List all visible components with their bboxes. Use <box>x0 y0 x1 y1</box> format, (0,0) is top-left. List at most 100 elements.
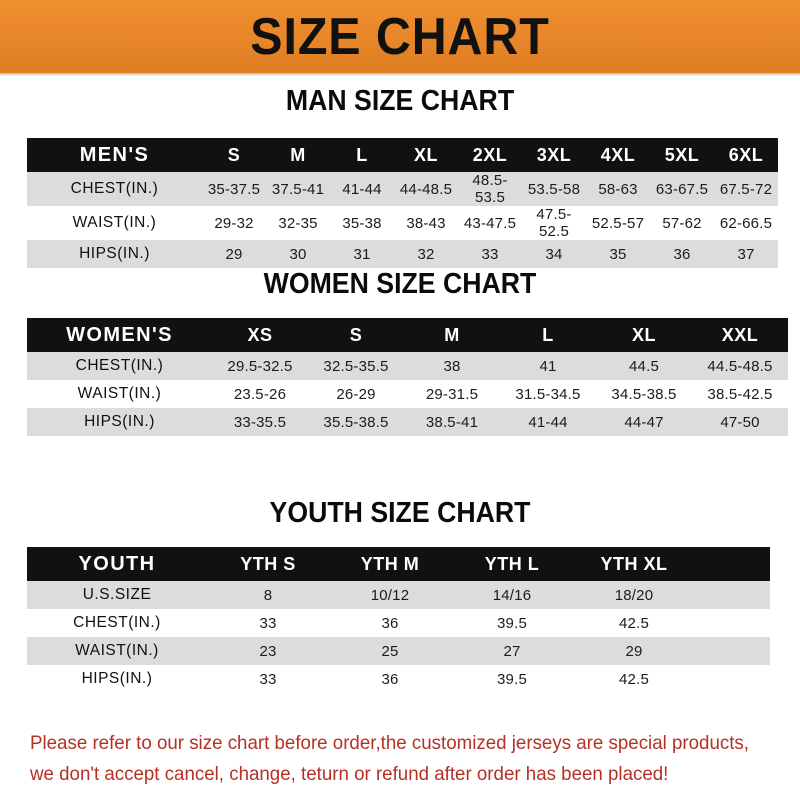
footnote-line-1: Please refer to our size chart before or… <box>30 732 749 754</box>
table-cell: 41 <box>539 357 557 375</box>
table-cell: 62-66.5 <box>719 214 773 232</box>
table-cell: 31.5-34.5 <box>515 385 581 403</box>
table-cell: 14/16 <box>492 586 532 604</box>
man-column-header: 6XL <box>728 144 764 165</box>
table-cell: 35-38 <box>342 214 382 232</box>
table-cell: 32 <box>417 245 435 263</box>
table-cell: 30 <box>289 245 307 263</box>
banner: SIZE CHART <box>0 0 800 73</box>
table-cell: 57-62 <box>662 214 702 232</box>
table-cell: 29.5-32.5 <box>227 357 293 375</box>
table-cell: 37.5-41 <box>271 180 325 198</box>
table-cell: 38.5-42.5 <box>707 385 773 403</box>
row-spacer-cell <box>695 637 770 665</box>
man-header-label: MEN'S <box>79 143 150 166</box>
women-row-label: HIPS(IN.) <box>84 413 155 430</box>
man-column-header: S <box>227 144 241 165</box>
table-cell: 10/12 <box>370 586 410 604</box>
row-spacer-cell <box>695 665 770 693</box>
youth-size-table: YOUTH YTH S YTH M YTH L YTH XL U.S.SIZE 8 10/12… <box>27 547 770 693</box>
row-spacer-cell <box>695 581 770 609</box>
women-column-header: L <box>542 324 554 345</box>
youth-column-header: YTH XL <box>600 553 668 574</box>
banner-shadow <box>0 73 800 76</box>
man-column-header: 5XL <box>664 144 700 165</box>
table-cell: 38.5-41 <box>425 413 479 431</box>
table-cell: 23 <box>259 642 277 660</box>
footnote: Please refer to our size chart before or… <box>30 728 749 790</box>
youth-column-header: YTH S <box>240 553 296 574</box>
youth-header-label: YOUTH <box>78 552 156 575</box>
table-cell: 47.5-52.5 <box>536 206 572 240</box>
table-cell: 37 <box>737 245 755 263</box>
table-cell: 42.5 <box>619 614 649 632</box>
women-size-table: WOMEN'S XS S M L XL XXL CHEST(IN.) 29.5-32.5 32.5… <box>27 318 788 436</box>
table-row: HIPS(IN.) 33 36 39.5 42.5 <box>27 665 770 693</box>
table-cell: 36 <box>381 670 399 688</box>
man-size-table: MEN'S S M L XL 2XL 3XL 4XL 5XL 6XL CHEST(IN.) 35-37… <box>27 138 778 268</box>
table-cell: 8 <box>263 586 273 604</box>
table-cell: 44-48.5 <box>399 180 453 198</box>
table-row: WAIST(IN.) 23 25 27 29 <box>27 637 770 665</box>
table-cell: 34.5-38.5 <box>611 385 677 403</box>
table-cell: 29-32 <box>214 214 254 232</box>
table-row: CHEST(IN.) 35-37.5 37.5-41 41-44 44-48.5 48.5… <box>27 172 778 206</box>
man-column-header: XL <box>413 144 438 165</box>
table-cell: 41-44 <box>342 180 382 198</box>
table-cell: 36 <box>673 245 691 263</box>
table-cell: 53.5-58 <box>527 180 581 198</box>
table-cell: 32-35 <box>278 214 318 232</box>
table-cell: 29 <box>625 642 643 660</box>
table-cell: 33 <box>259 670 277 688</box>
man-column-header: 2XL <box>472 144 508 165</box>
table-cell: 25 <box>381 642 399 660</box>
table-cell: 36 <box>381 614 399 632</box>
youth-column-header: YTH L <box>484 553 540 574</box>
table-cell: 29 <box>225 245 243 263</box>
women-row-label: WAIST(IN.) <box>77 385 162 402</box>
table-cell: 41-44 <box>528 413 568 431</box>
table-cell: 26-29 <box>336 385 376 403</box>
table-cell: 67.5-72 <box>719 180 773 198</box>
table-cell: 34 <box>545 245 563 263</box>
table-cell: 38-43 <box>406 214 446 232</box>
man-column-header: M <box>290 144 306 165</box>
table-cell: 33 <box>481 245 499 263</box>
table-cell: 18/20 <box>614 586 654 604</box>
man-column-header: 3XL <box>536 144 572 165</box>
table-cell: 27 <box>503 642 521 660</box>
table-cell: 39.5 <box>497 670 527 688</box>
table-row: U.S.SIZE 8 10/12 14/16 18/20 <box>27 581 770 609</box>
man-row-label: CHEST(IN.) <box>70 180 159 197</box>
banner-title: SIZE CHART <box>250 7 550 66</box>
footnote-line-2: we don't accept cancel, change, teturn o… <box>30 763 669 785</box>
women-column-header: XL <box>631 324 656 345</box>
women-column-header: M <box>444 324 460 345</box>
header-spacer-cell <box>695 547 770 581</box>
table-cell: 35-37.5 <box>207 180 261 198</box>
table-cell: 23.5-26 <box>233 385 287 403</box>
table-row: WAIST(IN.) 29-32 32-35 35-38 38-43 43-47.5 47.… <box>27 206 778 240</box>
section-title-man: MAN SIZE CHART <box>285 85 515 117</box>
man-row-label: HIPS(IN.) <box>79 245 150 262</box>
table-cell: 38 <box>443 357 461 375</box>
table-cell: 52.5-57 <box>591 214 645 232</box>
section-title-youth: YOUTH SIZE CHART <box>269 497 531 529</box>
table-cell: 48.5-53.5 <box>472 172 508 206</box>
table-cell: 31 <box>353 245 371 263</box>
table-cell: 63-67.5 <box>655 180 709 198</box>
youth-row-label: HIPS(IN.) <box>81 670 153 687</box>
youth-column-header: YTH M <box>360 553 420 574</box>
table-cell: 32.5-35.5 <box>323 357 389 375</box>
man-table-header-row: MEN'S S M L XL 2XL 3XL 4XL 5XL 6XL <box>27 138 778 172</box>
table-cell: 47-50 <box>720 413 760 431</box>
man-column-header: 4XL <box>600 144 636 165</box>
youth-row-label: U.S.SIZE <box>82 586 152 603</box>
women-column-header: XS <box>247 324 273 345</box>
women-table-header-row: WOMEN'S XS S M L XL XXL <box>27 318 788 352</box>
table-cell: 35 <box>609 245 627 263</box>
row-spacer-cell <box>695 609 770 637</box>
man-row-label: WAIST(IN.) <box>72 214 157 231</box>
section-title-women: WOMEN SIZE CHART <box>263 268 537 300</box>
